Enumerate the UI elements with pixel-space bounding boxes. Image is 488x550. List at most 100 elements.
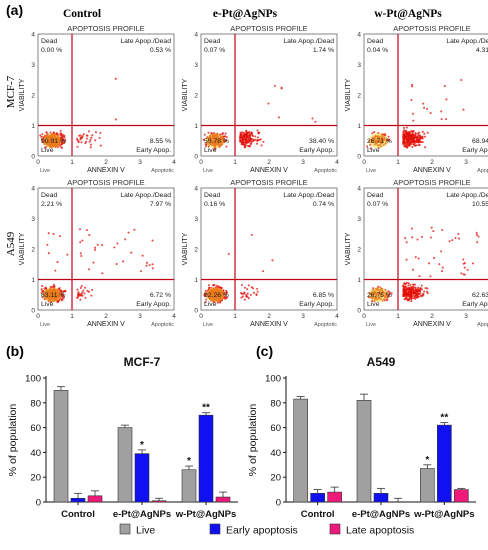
flow-mcf-7-control-early-point (99, 131, 102, 135)
flow-mcf-7-w-pt-agnps-early-point (421, 137, 424, 140)
flow-a549-w-pt-agnps-live-percent: 26.75 % (367, 292, 392, 299)
flow-mcf-7-e-pt-agnps-early-point (252, 135, 255, 138)
flow-a549-w-pt-agnps-early-point (402, 293, 405, 296)
flow-mcf-7-w-pt-agnps-late-point (412, 119, 415, 122)
panel-label-c: (c) (256, 343, 273, 359)
flow-a549-control-late-point (101, 272, 104, 275)
panel-label-b: (b) (6, 343, 24, 359)
flow-mcf-7-e-pt-agnps-live-point (225, 139, 228, 142)
flow-a549-e-pt-agnps-live-point (225, 296, 228, 299)
flow-mcf-7-e-pt-agnps-early-point (247, 141, 250, 144)
flow-a549-control-dead-percent: 2.21 % (41, 201, 62, 208)
flow-a549-e-pt-agnps-x-apoptotic-label: Apoptotic (314, 322, 337, 328)
flow-mcf-7-w-pt-agnps-early-point (416, 136, 419, 140)
flow-mcf-7-w-pt-agnps-early-point (404, 141, 407, 144)
flow-mcf-7-w-pt-agnps-early-point (409, 137, 412, 141)
flow-mcf-7-control-late-point (114, 77, 117, 80)
flow-a549-w-pt-agnps-title: APOPTOSIS PROFILE (393, 178, 470, 187)
flow-mcf-7-w-pt-agnps-late-point (410, 98, 413, 102)
flow-a549-e-pt-agnps-live-point (213, 283, 216, 286)
flow-a549-e-pt-agnps-early-point (252, 291, 255, 294)
flow-a549-w-pt-agnps-live-point (387, 290, 390, 293)
flow-a549-control-dead-point (54, 269, 57, 272)
flow-a549-w-pt-agnps-late-point (471, 262, 475, 265)
flow-mcf-7-control-y-tick: 4 (31, 32, 35, 39)
column-header-w-pt-agnps: w-Pt@AgNPs (374, 8, 442, 20)
flow-a549-w-pt-agnps-early-point (418, 293, 421, 296)
flow-a549-control-early-point (80, 284, 83, 288)
flow-a549-e-pt-agnps-dead-label: Dead (204, 192, 220, 199)
flow-mcf-7-w-pt-agnps-early-point (402, 131, 405, 134)
flow-a549-w-pt-agnps-early-point (412, 291, 415, 294)
flow-mcf-7-e-pt-agnps-early-point (249, 139, 252, 142)
flow-a549-control-x-tick: 3 (138, 313, 142, 320)
flow-a549-e-pt-agnps-early-point (249, 293, 252, 296)
flow-mcf-7-control-early-point (84, 142, 87, 145)
flow-mcf-7-w-pt-agnps-live-percent: 26.71 % (367, 138, 392, 145)
flow-a549-w-pt-agnps-live-point (386, 298, 389, 301)
flow-mcf-7-e-pt-agnps-x-tick: 0 (199, 159, 203, 166)
flow-a549-w-pt-agnps-early-point (404, 292, 407, 296)
flow-mcf-7-e-pt-agnps-early-point (256, 129, 259, 132)
flow-a549-w-pt-agnps-late-point (405, 258, 408, 261)
flow-a549-w-pt-agnps-early-point (403, 286, 406, 289)
flow-mcf-7-e-pt-agnps-late-point (314, 120, 317, 123)
flow-a549-w-pt-agnps-late-point (441, 228, 444, 232)
flow-a549-control-live-point (40, 292, 43, 295)
flow-a549-w-pt-agnps-early-point (424, 287, 427, 290)
flow-a549-control-dead-point (47, 252, 50, 255)
flow-mcf-7-w-pt-agnps-early-point (418, 143, 421, 147)
flow-a549-w-pt-agnps-early-point (411, 289, 414, 292)
flow-mcf-7-control-x-apoptotic-label: Apoptotic (151, 168, 174, 174)
flow-mcf-7-e-pt-agnps-early-point (239, 132, 242, 135)
flow-mcf-7-e-pt-agnps-early-point (246, 139, 249, 142)
flow-mcf-7-e-pt-agnps-early-percent: 38.40 % (309, 138, 334, 145)
flow-mcf-7-w-pt-agnps-early-point (412, 143, 415, 146)
flow-a549-w-pt-agnps-early-point (417, 290, 421, 293)
flow-a549-w-pt-agnps-late-label: Late Apop./Dead (446, 192, 488, 199)
flow-mcf-7-w-pt-agnps-late-point (440, 118, 443, 121)
flow-mcf-7-w-pt-agnps-y-tick: 3 (357, 62, 361, 69)
flow-a549-e-pt-agnps-x-tick: 3 (301, 313, 305, 320)
flow-mcf-7-e-pt-agnps-early-point (244, 133, 247, 136)
flow-mcf-7-control-live-point (61, 141, 64, 144)
flow-a549-w-pt-agnps-early-point (415, 293, 418, 296)
flow-mcf-7-e-pt-agnps-early-point (256, 136, 259, 139)
flow-mcf-7-control-live-point (61, 139, 64, 142)
flow-mcf-7-control-x-tick: 2 (104, 159, 108, 166)
flow-a549-control-y-tick: 2 (31, 247, 35, 254)
flow-mcf-7-e-pt-agnps-x-apoptotic-label: Apoptotic (314, 168, 337, 174)
flow-a549-e-pt-agnps-x-tick: 0 (199, 313, 203, 320)
flow-a549-control-x-tick: 1 (70, 313, 74, 320)
flow-a549-w-pt-agnps-early-point (425, 290, 428, 293)
flow-mcf-7-e-pt-agnps-early-point (240, 135, 243, 138)
flow-mcf-7-w-pt-agnps-early-point (419, 137, 422, 140)
bar-chart-mcf-7-y-tick-label: 0 (36, 498, 41, 509)
flow-mcf-7-w-pt-agnps-live-point (366, 145, 369, 148)
flow-mcf-7-e-pt-agnps-late-label: Late Apop./Dead (283, 38, 334, 45)
flow-mcf-7-e-pt-agnps-x-tick: 4 (335, 159, 339, 166)
flow-a549-e-pt-agnps-y-axis-label: VIABILITY (182, 232, 189, 265)
flow-a549-control-live-point (52, 283, 56, 286)
flow-a549-control-x-apoptotic-label: Apoptotic (151, 322, 174, 328)
flow-a549-e-pt-agnps-early-point (245, 295, 248, 298)
flow-a549-w-pt-agnps-early-point (412, 285, 415, 289)
flow-a549-control-late-point (151, 263, 154, 266)
flow-mcf-7-w-pt-agnps: APOPTOSIS PROFILE Dead 0.04 % Late Apop./De… (345, 24, 488, 174)
flow-a549-e-pt-agnps-y-tick: 2 (194, 247, 198, 254)
flow-mcf-7-e-pt-agnps-early-point (247, 134, 250, 137)
flow-a549-e-pt-agnps-early-point (256, 287, 259, 290)
flow-a549-w-pt-agnps-early-point (426, 287, 429, 290)
flow-mcf-7-w-pt-agnps-early-point (405, 126, 408, 129)
flow-a549-control-y-tick: 0 (31, 308, 35, 315)
flow-mcf-7-w-pt-agnps-x-tick: 1 (396, 159, 400, 166)
flow-a549-control-late-point (92, 261, 95, 264)
flow-a549-control-y-axis-label: VIABILITY (19, 232, 26, 265)
flow-a549-control-late-point (145, 264, 148, 267)
flow-mcf-7-e-pt-agnps-live-point (202, 138, 205, 141)
flow-a549-w-pt-agnps-early-point (402, 289, 405, 292)
flow-mcf-7-w-pt-agnps-late-percent: 4.31 % (476, 47, 488, 54)
flow-a549-w-pt-agnps-late-point (428, 262, 431, 265)
flow-a549-w-pt-agnps-early-point (407, 284, 410, 287)
flow-mcf-7-control-early-point (99, 144, 102, 147)
